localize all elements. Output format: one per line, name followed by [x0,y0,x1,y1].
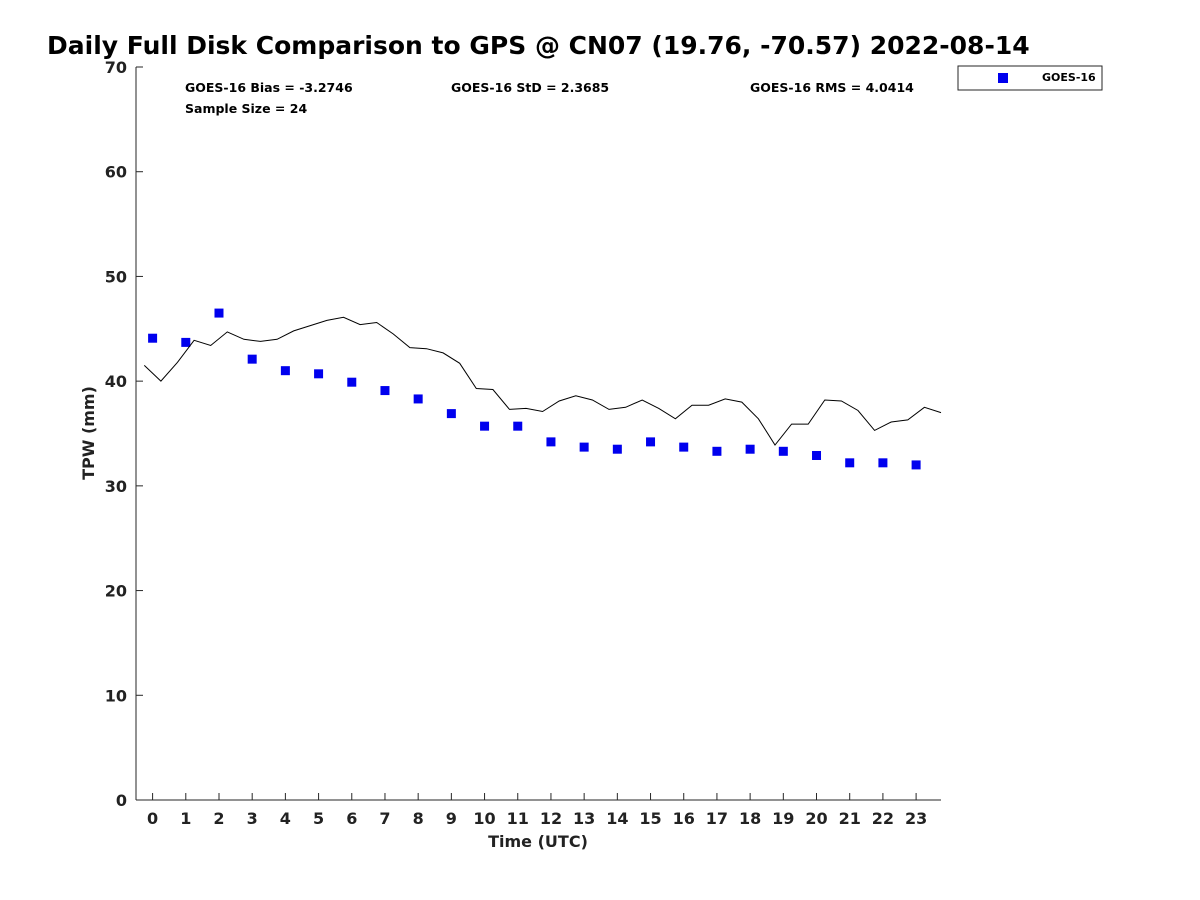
y-axis-label: TPW (mm) [79,386,98,480]
y-tick-label: 30 [105,477,127,496]
y-tick-label: 60 [105,163,127,182]
x-tick-label: 11 [507,809,529,828]
y-tick-label: 20 [105,582,127,601]
goes16-point [148,333,158,343]
x-tick-label: 12 [540,809,562,828]
goes16-point [911,460,921,470]
x-tick-label: 7 [379,809,390,828]
goes16-point [878,458,888,468]
goes16-point [579,442,589,452]
x-tick-label: 23 [905,809,927,828]
goes16-point [745,444,755,454]
x-tick-label: 9 [446,809,457,828]
x-tick-label: 3 [247,809,258,828]
x-tick-label: 8 [413,809,424,828]
stat-sample-size: Sample Size = 24 [185,101,307,116]
goes16-point [181,337,191,347]
goes16-point [413,394,423,404]
goes16-point [778,446,788,456]
goes16-point [513,421,523,431]
x-tick-label: 6 [346,809,357,828]
goes16-point [247,354,257,364]
x-tick-label: 16 [673,809,695,828]
legend-box [957,65,1103,91]
stat-std: GOES-16 StD = 2.3685 [451,80,609,95]
gps-series-line [143,316,942,446]
series-layer [143,308,942,470]
goes16-point [280,366,290,376]
y-tick-label: 70 [105,58,127,77]
x-tick-label: 5 [313,809,324,828]
chart-title: Daily Full Disk Comparison to GPS @ CN07… [47,31,1030,60]
goes16-point [380,386,390,396]
x-tick-label: 21 [839,809,861,828]
x-axis-label: Time (UTC) [488,832,588,851]
goes16-point [646,437,656,447]
x-tick-label: 1 [180,809,191,828]
x-tick-label: 2 [213,809,224,828]
y-tick-label: 10 [105,686,127,705]
x-tick-label: 15 [639,809,661,828]
goes16-point [214,308,224,318]
y-tick-label: 0 [116,791,127,810]
x-tick-label: 14 [606,809,628,828]
legend-label-goes16: GOES-16 [1042,71,1096,84]
goes16-point [812,450,822,460]
x-tick-label: 18 [739,809,761,828]
plot-background [136,67,941,800]
x-tick-label: 10 [473,809,495,828]
x-tick-label: 19 [772,809,794,828]
goes16-point [347,377,357,387]
x-ticks: 0 1 2 3 4 5 6 7 8 9 10 11 12 13 14 15 16 17 18 19 20 21 22 23 [147,793,927,828]
stat-rms: GOES-16 RMS = 4.0414 [750,80,914,95]
goes16-point [712,446,722,456]
x-tick-label: 4 [280,809,291,828]
goes16-point [679,442,689,452]
legend-marker-goes16 [998,73,1008,83]
stat-bias: GOES-16 Bias = -3.2746 [185,80,353,95]
goes16-point [845,458,855,468]
goes16-point [612,444,622,454]
y-ticks: 0 10 20 30 40 50 60 70 [105,58,143,810]
x-tick-label: 22 [872,809,894,828]
y-tick-label: 40 [105,372,127,391]
goes16-point [446,409,456,419]
legend: GOES-16 [957,65,1103,91]
x-tick-label: 0 [147,809,158,828]
goes16-point [480,421,490,431]
goes16-point [314,369,324,379]
y-tick-label: 50 [105,267,127,286]
goes16-point [546,437,556,447]
x-tick-label: 13 [573,809,595,828]
x-tick-label: 20 [805,809,827,828]
x-tick-label: 17 [706,809,728,828]
